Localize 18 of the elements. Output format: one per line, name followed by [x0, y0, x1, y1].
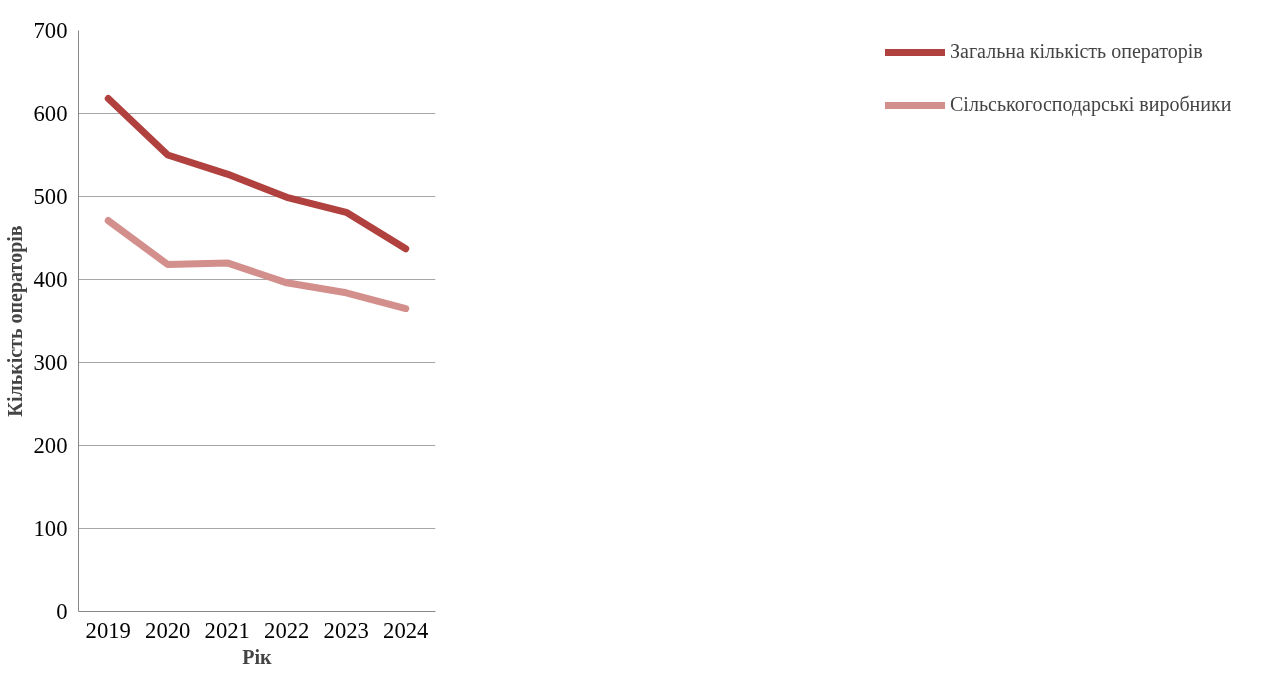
y-tick-label: 0 [56, 599, 68, 624]
y-tick-label: 400 [33, 267, 68, 292]
x-axis-title: Рік [242, 645, 273, 668]
y-tick-label: 500 [33, 184, 68, 209]
x-tick-label: 2024 [383, 617, 429, 643]
legend-label: Сільськогосподарські виробники [950, 93, 1233, 116]
x-tick-label: 2023 [323, 617, 369, 643]
legend-label: Загальна кількість операторів [950, 40, 1204, 63]
y-tick-label: 100 [33, 516, 68, 541]
y-tick-label: 300 [33, 350, 68, 375]
x-tick-label: 2021 [204, 617, 250, 643]
y-tick-label: 700 [33, 18, 68, 43]
y-axis-title: Кількість операторів [3, 225, 27, 417]
y-tick-label: 200 [33, 433, 68, 458]
x-tick-label: 2019 [85, 617, 131, 643]
x-tick-label: 2022 [264, 617, 310, 643]
y-tick-label: 600 [33, 101, 68, 126]
x-tick-label: 2020 [145, 617, 191, 643]
